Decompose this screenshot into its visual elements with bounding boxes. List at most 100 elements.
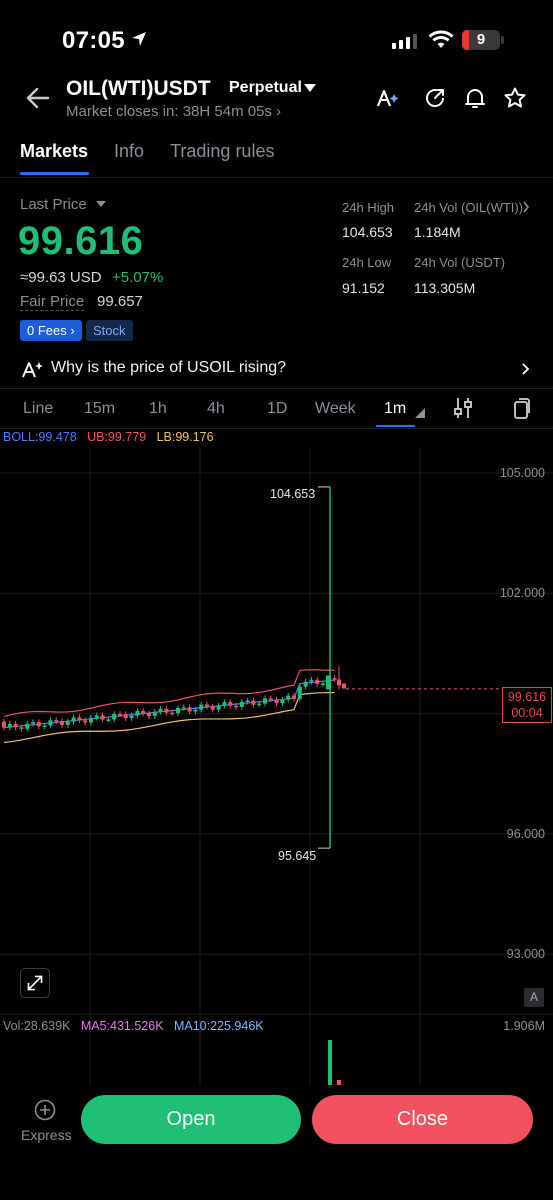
candlestick-chart[interactable] (0, 448, 553, 1088)
express-button[interactable]: Express (21, 1127, 72, 1143)
battery-icon: 9 (462, 30, 500, 50)
candle-body (268, 698, 273, 700)
candle-body (286, 695, 291, 700)
tab-trading-rules[interactable]: Trading rules (170, 141, 275, 161)
current-price-tag-value: 99.616 (507, 690, 547, 704)
volume-legend: Vol:28.639K MA5:431.526K MA10:225.946K (3, 1019, 264, 1033)
interval-1h[interactable]: 1h (149, 400, 167, 417)
candle-body (292, 695, 296, 699)
candle-body (25, 723, 30, 729)
interval-1m[interactable]: 1m (384, 400, 407, 417)
candle-body (263, 698, 267, 704)
interval-15m[interactable]: 15m (84, 400, 116, 417)
interval-week[interactable]: Week (315, 400, 356, 417)
upper-band-line (3, 669, 335, 717)
divider (0, 177, 553, 178)
stock-badge: Stock (86, 320, 133, 341)
candle-body (280, 699, 285, 704)
candle-body (257, 703, 262, 706)
candle-body (234, 705, 238, 708)
chevron-right-icon[interactable] (520, 362, 530, 376)
candle-body (100, 715, 105, 720)
wifi-icon (428, 30, 454, 48)
candle-body (176, 707, 180, 714)
candle-body (326, 675, 331, 690)
candle-body (7, 723, 12, 728)
bollinger-bands (3, 669, 335, 744)
candle-body (158, 708, 163, 712)
indicator-settings-icon[interactable] (452, 396, 474, 420)
contract-type[interactable]: Perpetual (229, 79, 302, 96)
candle-body (193, 709, 198, 712)
close-position-button[interactable]: Close (312, 1095, 533, 1144)
y-tick-label: 96.000 (506, 827, 545, 841)
market-close-countdown[interactable]: Market closes in: 38H 54m 05s › (66, 103, 282, 120)
last-price-selector[interactable]: Last Price (20, 196, 87, 213)
boll-midline (3, 679, 335, 729)
candle-body (315, 679, 320, 684)
fair-price-value: 99.657 (97, 293, 143, 310)
high-marker-label: 104.653 (270, 487, 316, 501)
interval-4h[interactable]: 4h (207, 400, 225, 417)
candle-body (141, 710, 146, 714)
copy-layout-icon[interactable] (512, 396, 532, 420)
candle-countdown: 00:04 (511, 706, 543, 720)
upper-band-value: UB:99.779 (87, 430, 147, 444)
active-tab-indicator (20, 172, 89, 175)
stat-24h-vol-base-value: 1.184M (414, 224, 461, 240)
candles (2, 675, 337, 732)
auto-scale-button[interactable]: A (524, 988, 544, 1007)
chevron-right-icon[interactable] (522, 201, 530, 213)
candle-body (199, 704, 204, 710)
interval-1d[interactable]: 1D (267, 400, 288, 417)
candle-body (2, 721, 6, 728)
interval-line[interactable]: Line (23, 400, 54, 417)
fair-price-label[interactable]: Fair Price (20, 293, 85, 311)
y-tick-label: 93.000 (506, 947, 545, 961)
candle-body (210, 706, 215, 710)
share-icon[interactable] (423, 86, 447, 110)
interval-more-caret-icon[interactable] (415, 408, 425, 418)
candle-body (54, 720, 59, 722)
ma5-value: MA5:431.526K (80, 1019, 164, 1033)
plus-circle-icon[interactable] (34, 1099, 56, 1121)
tab-markets[interactable]: Markets (20, 141, 89, 161)
y-tick-label: 102.000 (499, 586, 545, 600)
star-icon[interactable] (503, 86, 527, 110)
candle-body (65, 721, 70, 725)
location-arrow-icon (132, 32, 146, 46)
page-tabs: Markets Info Trading rules (20, 141, 300, 162)
stat-24h-vol-base-label[interactable]: 24h Vol (OIL(WTI)) (414, 200, 524, 215)
last-price-value: 99.616 (18, 219, 144, 263)
chevron-down-icon[interactable] (304, 84, 316, 92)
bell-icon[interactable] (463, 86, 487, 110)
candle-body (118, 713, 122, 716)
open-position-button[interactable]: Open (81, 1095, 301, 1144)
candle-body (129, 715, 134, 719)
candle-body (13, 723, 18, 728)
candle-body (337, 679, 341, 686)
zero-fees-badge[interactable]: 0 Fees › (20, 320, 82, 341)
candle-body (228, 702, 233, 706)
candle-body (303, 681, 308, 687)
ai-assistant-icon[interactable] (376, 86, 400, 110)
contract-symbol[interactable]: OIL(WTI)USDT (66, 77, 211, 100)
candle-body (297, 686, 302, 699)
candle-body (123, 714, 128, 719)
candle-body (239, 701, 244, 708)
tab-info[interactable]: Info (114, 141, 145, 161)
cellular-signal-icon (392, 33, 417, 49)
volume-value: Vol:28.639K (3, 1019, 71, 1033)
battery-level: 9 (476, 31, 486, 48)
ai-insight-icon (22, 362, 43, 378)
caret-down-icon[interactable] (96, 201, 106, 207)
news-headline-link[interactable]: Why is the price of USOIL rising? (51, 359, 287, 376)
active-interval-indicator (376, 425, 415, 427)
candle-body (94, 715, 99, 718)
candle-body (31, 722, 35, 724)
candle-body (205, 704, 209, 707)
back-arrow-icon[interactable] (24, 84, 52, 112)
candle-body (342, 683, 346, 689)
expand-chart-icon[interactable] (20, 968, 50, 998)
chart-grid (0, 448, 553, 1088)
